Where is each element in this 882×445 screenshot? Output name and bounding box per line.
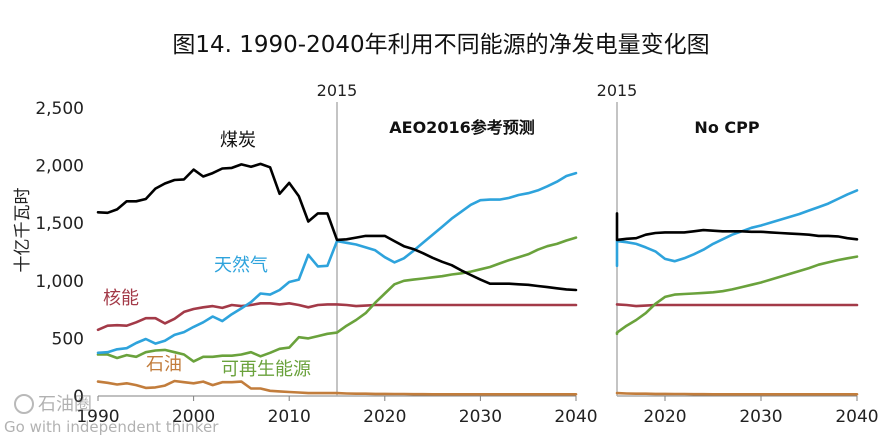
series-line-renewables (615, 255, 859, 336)
series-line-coal (96, 162, 578, 292)
annotation-oil: 石油 (146, 354, 182, 375)
series-line-nuclear (615, 303, 859, 308)
series-line-nuclear (96, 301, 578, 332)
series-line-renewables (96, 236, 578, 363)
x-tick-label: 2030 (459, 407, 502, 427)
x-tick-label: 2040 (554, 407, 597, 427)
x-tick-label: 2000 (172, 407, 215, 427)
series-line-oil (96, 379, 578, 396)
y-axis-label: 十亿千瓦时 (13, 188, 33, 273)
marker-2015-label: 2015 (317, 81, 358, 100)
watermark-line2: Go with independent thinker (4, 418, 219, 436)
series-line-gas (615, 189, 859, 268)
series-line-coal (615, 212, 859, 242)
y-tick-label: 0 (73, 387, 84, 407)
watermark-icon (14, 394, 34, 414)
series-line-oil (615, 391, 859, 396)
chart-title: 图14. 1990-2040年利用不同能源的净发电量变化图 (172, 32, 709, 58)
watermark: 石油圈 Go with independent thinker (4, 394, 219, 436)
x-tick-label: 2030 (739, 407, 782, 427)
annotation-nuclear: 核能 (103, 288, 139, 309)
marker-2015-label: 2015 (597, 81, 638, 100)
x-tick-label: 2020 (363, 407, 406, 427)
watermark-line1: 石油圈 (38, 394, 92, 415)
x-tick-label: 2010 (268, 407, 311, 427)
y-tick-label: 1,500 (35, 214, 84, 234)
x-tick-label: 2040 (835, 407, 878, 427)
panel-title: AEO2016参考预测 (389, 118, 534, 137)
x-tick-label: 1990 (76, 407, 119, 427)
annotation-gas: 天然气 (214, 255, 268, 276)
panel-title: No CPP (694, 118, 759, 137)
y-tick-label: 2,500 (35, 99, 84, 119)
y-tick-label: 500 (52, 329, 84, 349)
y-tick-label: 2,000 (35, 157, 84, 177)
x-tick-label: 2020 (643, 407, 686, 427)
annotation-renewables: 可再生能源 (221, 359, 311, 380)
y-tick-label: 1,000 (35, 272, 84, 292)
annotation-coal: 煤炭 (220, 130, 256, 151)
